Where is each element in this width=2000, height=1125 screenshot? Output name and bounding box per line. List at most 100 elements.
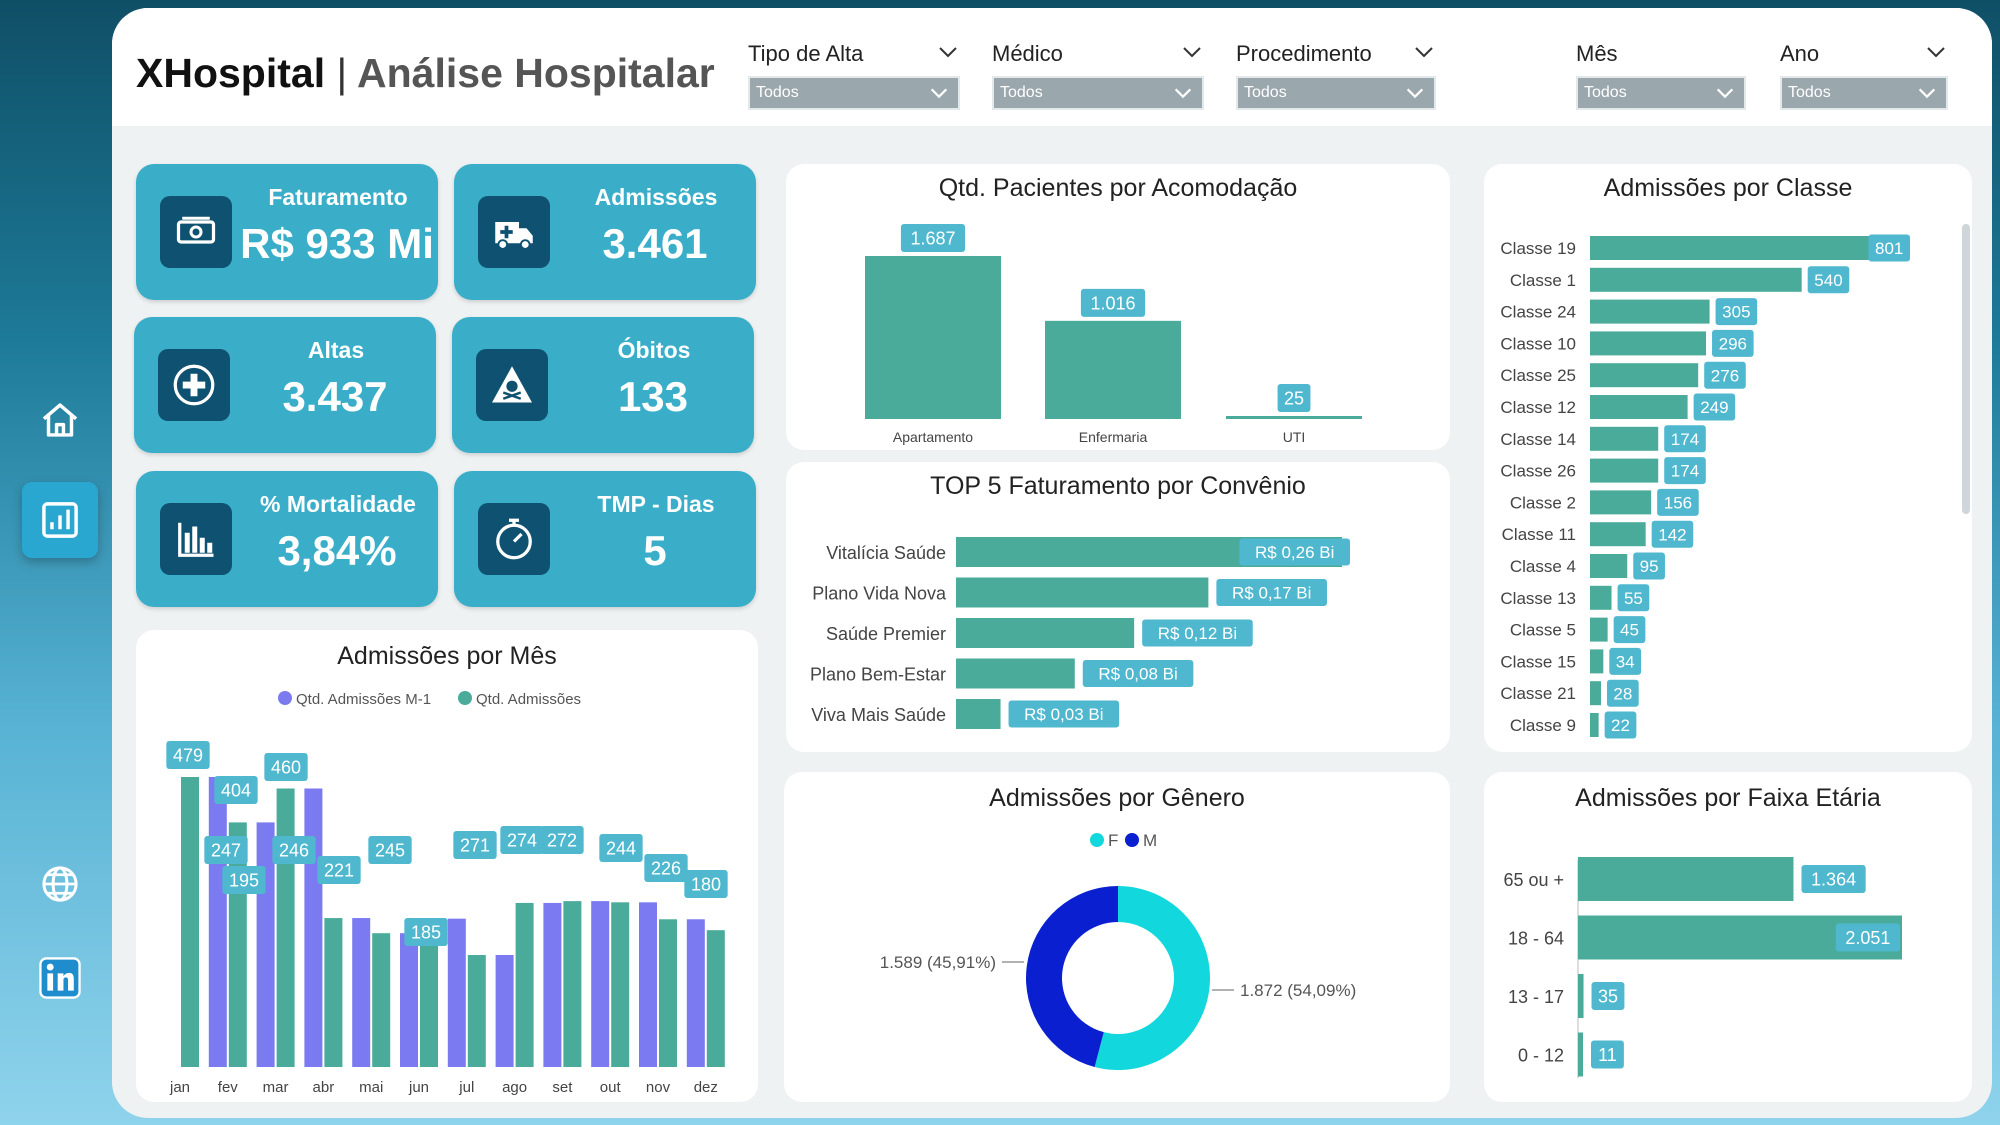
scrollbar[interactable] [1962, 224, 1970, 514]
x-tick-label: Apartamento [893, 429, 973, 445]
x-tick-label: fev [218, 1079, 239, 1096]
data-label-bg [1835, 923, 1900, 952]
data-label: 195 [229, 870, 259, 890]
x-tick-label: nov [646, 1079, 671, 1096]
chart-mes: Qtd. Admissões M-1 Qtd. Admissões jan fev ma… [166, 691, 728, 1096]
y-tick-label: Plano Bem-Estar [810, 665, 946, 685]
data-label-bg [204, 836, 248, 864]
y-tick-label: Classe 1 [1510, 271, 1576, 290]
data-label-bg [1613, 616, 1646, 644]
data-label-bg [1868, 234, 1910, 262]
filter-label: Ano [1780, 41, 1820, 66]
data-label-bg [1216, 579, 1327, 606]
data-label-bg [1693, 393, 1736, 421]
chart-title: Admissões por Gênero [989, 784, 1245, 812]
bar [591, 901, 610, 1067]
bar-chart-icon [178, 522, 214, 557]
x-tick-label: jun [408, 1079, 429, 1096]
kpi-label: TMP - Dias [597, 491, 715, 517]
data-label: 305 [1722, 303, 1750, 322]
data-label: 247 [211, 840, 241, 860]
chart-title: Admissões por Mês [337, 642, 557, 670]
y-tick-label: Classe 14 [1500, 430, 1576, 449]
data-label: R$ 0,08 Bi [1098, 665, 1177, 684]
data-label: 274 [507, 830, 537, 850]
data-label: 55 [1624, 589, 1643, 608]
sidebar-item-dashboard[interactable] [22, 482, 98, 558]
filter-label: Procedimento [1236, 41, 1372, 66]
data-label: 276 [1711, 366, 1739, 385]
chevron-down-icon[interactable] [1180, 42, 1204, 62]
y-tick-label: Classe 26 [1500, 462, 1576, 481]
bar [659, 919, 677, 1067]
legend-label: M [1143, 831, 1157, 850]
sidebar-item-web[interactable] [22, 846, 98, 922]
filter-dropdown[interactable]: Todos [1236, 76, 1436, 110]
chevron-down-icon[interactable] [1924, 42, 1948, 62]
kpi-value: R$ 933 Mi [240, 220, 434, 267]
header: XHospital | Análise Hospitalar Tipo de A… [112, 8, 1992, 126]
bar [324, 918, 343, 1067]
sidebar-item-home[interactable] [22, 382, 98, 458]
legend-label: F [1108, 831, 1118, 850]
sidebar-item-linkedin[interactable] [22, 940, 98, 1016]
linkedin-icon [39, 957, 81, 999]
kpi-label: Faturamento [268, 184, 408, 210]
chevron-down-icon[interactable] [936, 42, 960, 62]
chevron-down-icon [1406, 88, 1424, 99]
legend-label: Qtd. Admissões [476, 691, 581, 708]
chart-title: TOP 5 Faturamento por Convênio [930, 472, 1306, 500]
chevron-down-icon[interactable] [1412, 42, 1436, 62]
y-tick-label: Classe 10 [1500, 334, 1576, 353]
bar [352, 918, 371, 1067]
bar [1590, 649, 1604, 674]
filter-dropdown[interactable]: Todos [992, 76, 1204, 110]
data-label: 180 [691, 874, 721, 894]
data-label-bg [1633, 552, 1665, 580]
filter-dropdown[interactable]: Todos [1780, 76, 1948, 110]
data-label-bg [1080, 288, 1146, 317]
y-tick-label: Vitalícia Saúde [826, 543, 946, 563]
x-tick-label: ago [502, 1079, 527, 1096]
kpi-value: 3.461 [602, 220, 708, 267]
bar [372, 933, 391, 1067]
page-title: XHospital | Análise Hospitalar [136, 50, 715, 97]
data-label-bg [264, 753, 308, 781]
data-label: 245 [375, 840, 405, 860]
filter-dropdown[interactable]: Todos [748, 76, 960, 110]
data-label-bg [368, 836, 412, 864]
x-tick-label: jul [458, 1079, 474, 1096]
panel-classe: Admissões por Classe Classe 19 801 Classe … [1484, 164, 1972, 752]
x-tick-label: mai [359, 1079, 383, 1096]
bar [956, 658, 1075, 689]
kpi-value: 3,84% [277, 527, 397, 574]
data-label: 801 [1875, 239, 1903, 258]
bar [467, 954, 486, 1067]
data-label: 185 [411, 922, 441, 942]
data-label-bg [684, 870, 728, 898]
y-tick-label: Classe 24 [1500, 303, 1576, 322]
filter-dropdown[interactable]: Todos [1576, 76, 1746, 110]
x-tick-label: jan [169, 1079, 190, 1096]
ambulance-icon [495, 222, 533, 250]
data-label: 45 [1620, 621, 1639, 640]
bar [956, 699, 1001, 729]
data-label: 540 [1814, 271, 1842, 290]
chart-convenio: Vitalícia Saúde R$ 0,26 Bi Plano Vida Nova… [810, 537, 1350, 729]
chart-classe: Classe 19 801 Classe 1 540 Classe 24 305 Class… [1500, 234, 1910, 739]
y-tick-label: Classe 9 [1510, 716, 1576, 735]
kpi-value: 5 [643, 527, 667, 574]
bar [1590, 236, 1904, 260]
data-label: R$ 0,03 Bi [1024, 705, 1103, 724]
pie-slice [1026, 886, 1118, 1067]
y-tick-label: Classe 5 [1510, 621, 1576, 640]
kpi-card-altas: Altas 3.437 [134, 317, 436, 453]
data-label: R$ 0,12 Bi [1158, 624, 1237, 643]
data-label: 25 [1284, 388, 1304, 408]
data-label: 460 [271, 757, 301, 777]
y-tick-label: Classe 25 [1500, 366, 1576, 385]
data-label: 226 [651, 858, 681, 878]
data-label-bg [1591, 982, 1625, 1010]
bar [563, 901, 582, 1067]
x-tick-label: dez [694, 1079, 718, 1096]
